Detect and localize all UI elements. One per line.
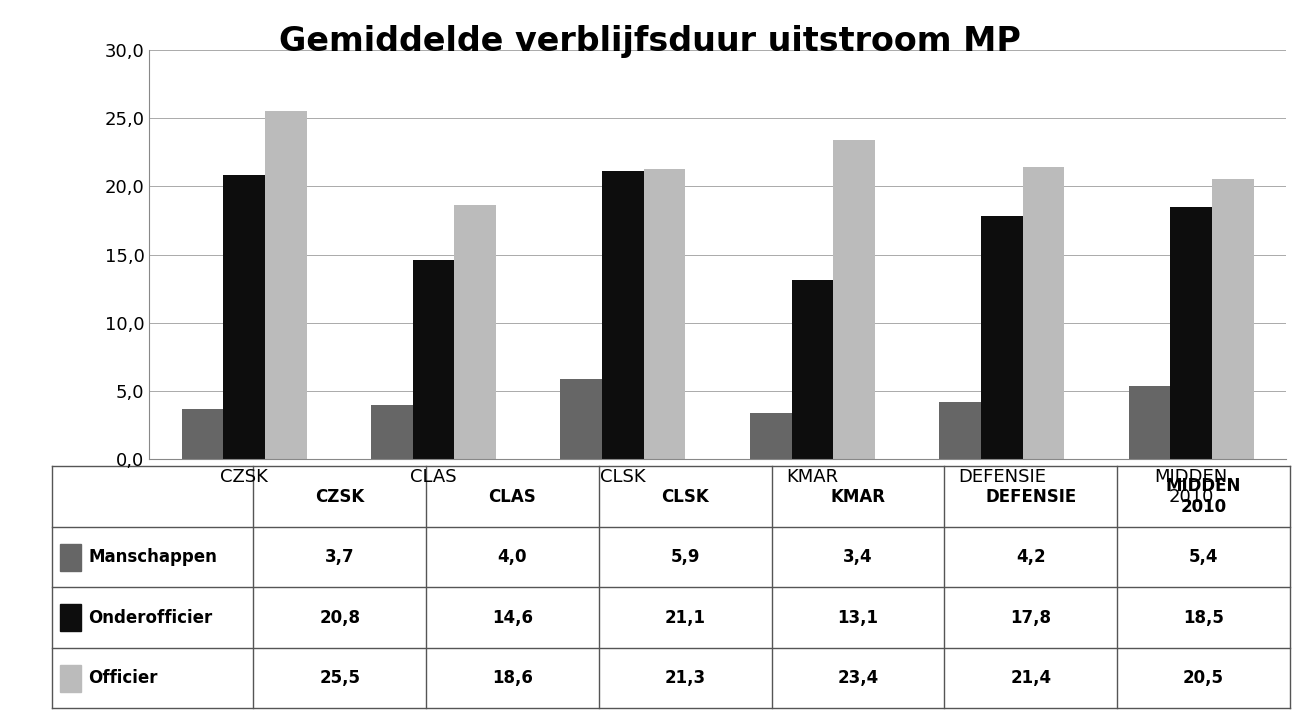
Text: CLAS: CLAS (488, 488, 536, 506)
Text: Onderofficier: Onderofficier (88, 609, 213, 627)
Bar (223, 175, 265, 459)
Bar (644, 169, 686, 459)
Text: 20,8: 20,8 (320, 609, 360, 627)
Bar (372, 404, 413, 459)
Text: 18,6: 18,6 (492, 669, 533, 687)
Text: MIDDEN
2010: MIDDEN 2010 (1165, 477, 1242, 516)
Text: 20,5: 20,5 (1183, 669, 1224, 687)
Bar (981, 216, 1022, 459)
Text: 23,4: 23,4 (838, 669, 878, 687)
Bar (60, 543, 81, 571)
Bar (603, 172, 644, 459)
Bar (1022, 167, 1064, 459)
Bar (1170, 206, 1212, 459)
Text: 25,5: 25,5 (320, 669, 360, 687)
Text: 14,6: 14,6 (492, 609, 533, 627)
Text: 21,1: 21,1 (665, 609, 705, 627)
Bar (1212, 179, 1254, 459)
Text: 4,0: 4,0 (498, 548, 527, 566)
Bar (455, 206, 496, 459)
Bar (60, 664, 81, 692)
Bar (833, 140, 876, 459)
Text: DEFENSIE: DEFENSIE (985, 488, 1077, 506)
Text: 3,7: 3,7 (325, 548, 355, 566)
Text: CLSK: CLSK (661, 488, 709, 506)
Text: 17,8: 17,8 (1011, 609, 1051, 627)
Text: CZSK: CZSK (316, 488, 364, 506)
Text: Gemiddelde verblijfsduur uitstroom MP: Gemiddelde verblijfsduur uitstroom MP (278, 25, 1021, 58)
Bar (560, 379, 603, 459)
Bar (265, 111, 307, 459)
Text: 21,4: 21,4 (1011, 669, 1051, 687)
Bar (939, 402, 981, 459)
Text: 5,4: 5,4 (1189, 548, 1218, 566)
Bar (791, 281, 833, 459)
Text: KMAR: KMAR (830, 488, 886, 506)
Bar (750, 413, 791, 459)
Text: 18,5: 18,5 (1183, 609, 1224, 627)
Text: 5,9: 5,9 (670, 548, 700, 566)
Bar (60, 604, 81, 632)
Text: 21,3: 21,3 (665, 669, 705, 687)
Text: 3,4: 3,4 (843, 548, 873, 566)
Text: Manschappen: Manschappen (88, 548, 217, 566)
Text: 4,2: 4,2 (1016, 548, 1046, 566)
Bar (1129, 386, 1170, 459)
Bar (413, 260, 455, 459)
Bar (182, 409, 223, 459)
Text: 13,1: 13,1 (838, 609, 878, 627)
Text: Officier: Officier (88, 669, 158, 687)
